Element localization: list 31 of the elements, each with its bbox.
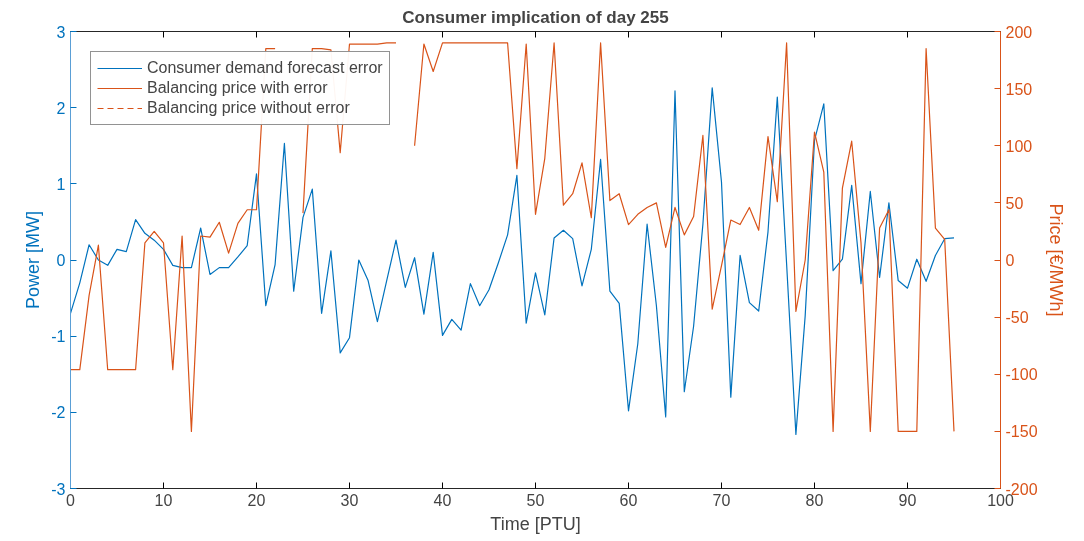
y-tick-label: 2 [56,99,66,117]
y-axis-title: Power [MW] [23,210,44,309]
x-tick-label: 80 [805,491,824,509]
y2-tick-label: -100 [1005,366,1038,384]
y-tick-label: 3 [56,23,66,41]
y-tick-label: -1 [51,328,66,346]
x-tick-label: 50 [526,491,545,509]
y2-tick-label: -150 [1005,423,1038,441]
y2-tick-label: -50 [1005,309,1029,327]
legend-label: Consumer demand forecast error [147,59,383,77]
legend-label: Balancing price without error [147,99,350,117]
x-tick-label: 90 [898,491,917,509]
x-tick-label: 70 [712,491,731,509]
y2-tick-label: 200 [1005,23,1033,41]
y-tick-label: 1 [56,175,66,193]
y2-tick-label: 100 [1005,137,1033,155]
chart-title: Consumer implication of day 255 [402,7,669,27]
legend-label: Balancing price with error [147,79,328,97]
y2-tick-label: 0 [1005,252,1015,269]
x-tick-label: 10 [154,491,173,509]
y2-tick-label: 50 [1005,194,1024,212]
y2-tick-label: 150 [1005,80,1033,98]
y-tick-label: 0 [56,252,66,269]
x-tick-label: 20 [247,491,266,509]
x-tick-label: 30 [340,491,359,509]
x-axis-title: Time [PTU] [490,513,581,534]
x-tick-label: 40 [433,491,452,509]
x-tick-label: 60 [619,491,638,509]
y-tick-label: -2 [51,404,66,422]
y2-axis-title: Price [€/MWh] [1045,203,1066,317]
y-tick-label: -3 [51,480,66,498]
